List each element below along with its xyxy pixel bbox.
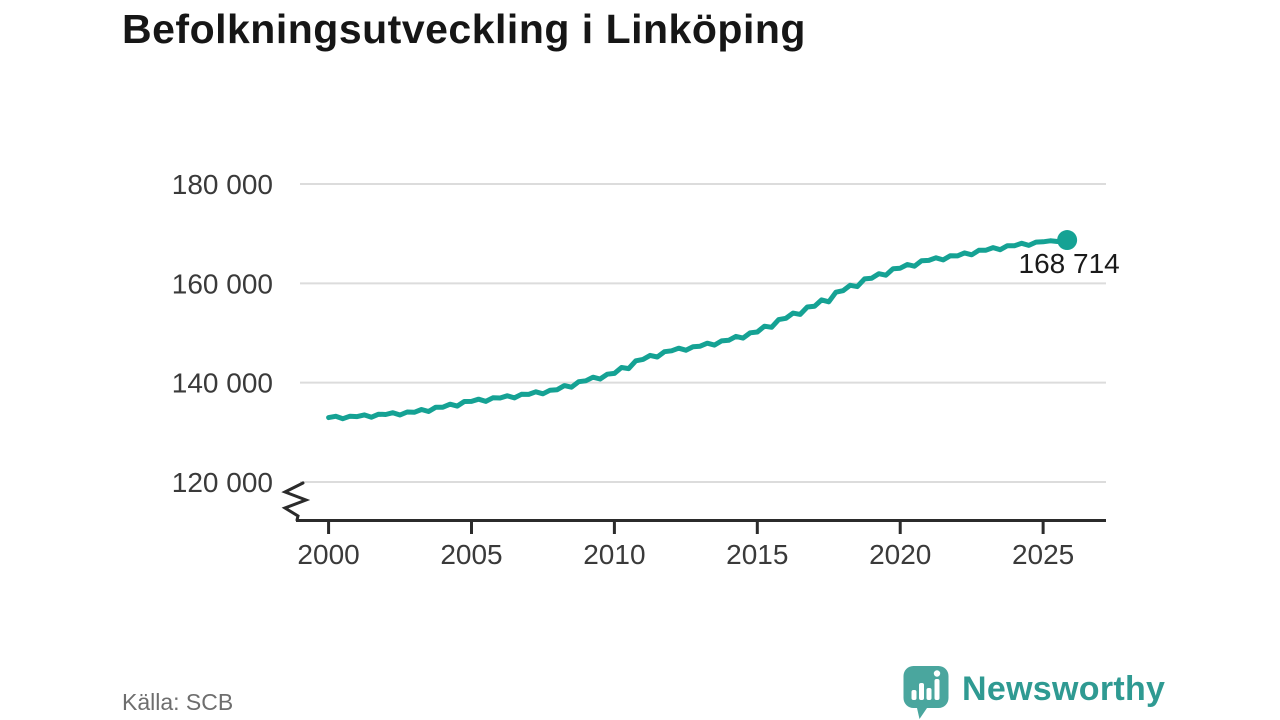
- y-tick-label: 140 000: [172, 368, 273, 399]
- y-tick-label: 180 000: [172, 169, 273, 200]
- last-point-dot: [1057, 230, 1078, 251]
- population-series-line: [326, 237, 1070, 422]
- x-tick-label: 2010: [583, 539, 645, 570]
- x-tick-label: 2015: [726, 539, 788, 570]
- bar-chart-glyph: [911, 670, 941, 700]
- y-tick-label: 120 000: [172, 467, 273, 498]
- newsworthy-logo: Newsworthy: [900, 664, 1165, 720]
- x-tick-label: 2000: [297, 539, 359, 570]
- x-tick-label: 2020: [869, 539, 931, 570]
- last-point-value-label: 168 714: [1019, 248, 1120, 279]
- newsworthy-wordmark: Newsworthy: [962, 669, 1166, 708]
- y-tick-label: 160 000: [172, 268, 273, 299]
- x-tick-label: 2005: [440, 539, 502, 570]
- newsworthy-bubble-chart-icon: [903, 666, 949, 719]
- source-label: Källa: SCB: [122, 689, 234, 715]
- x-tick-label: 2025: [1012, 539, 1074, 570]
- axis-break-icon: [281, 481, 311, 522]
- speech-bubble-shape: [903, 666, 949, 719]
- page-title: Befolkningsutveckling i Linköping: [122, 6, 806, 52]
